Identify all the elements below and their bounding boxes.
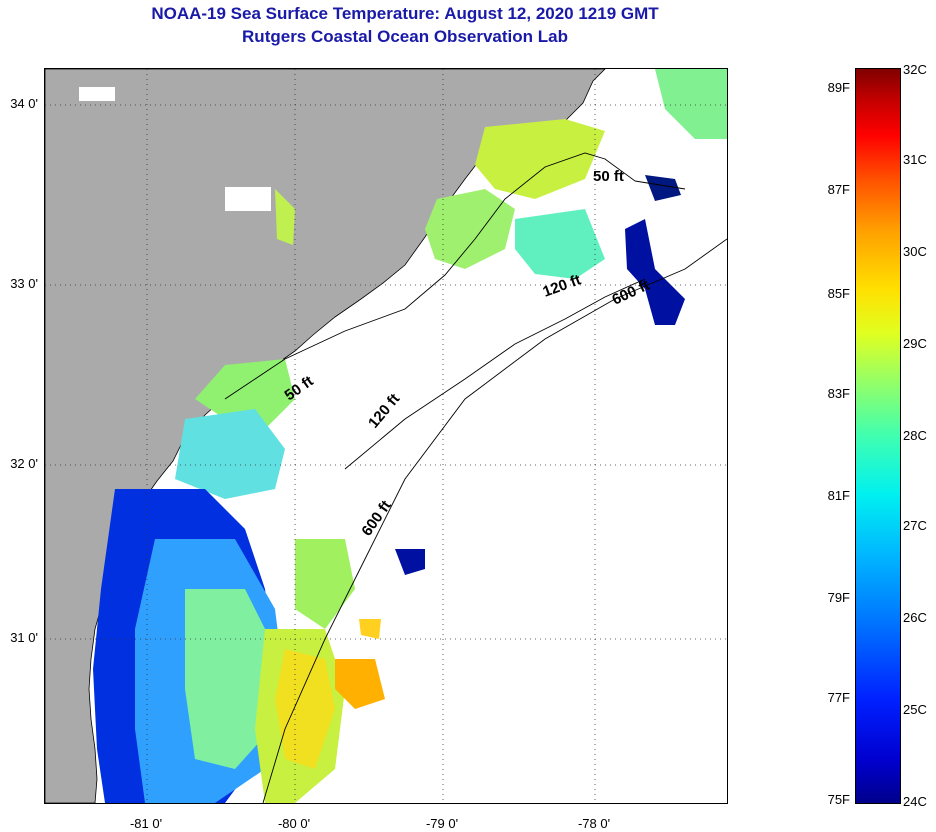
colorbar-c-label: 26C [903, 610, 927, 625]
cloud-patch [225, 187, 271, 211]
lon-tick-label: -80 0' [277, 816, 311, 831]
map-title: NOAA-19 Sea Surface Temperature: August … [151, 4, 659, 23]
lon-tick-label: -79 0' [425, 816, 459, 831]
depth-contours [224, 152, 727, 803]
lat-tick-label: 31 0' [10, 630, 38, 645]
colorbar-f-label: 75F [827, 792, 850, 807]
colorbar-f-label: 83F [827, 386, 850, 401]
temperature-colorbar [855, 68, 901, 804]
colorbar-f-label: 81F [827, 488, 850, 503]
colorbar-c-label: 27C [903, 518, 927, 533]
lat-tick-label: 34 0' [10, 96, 38, 111]
colorbar-c-label: 30C [903, 244, 927, 259]
colorbar-f-label: 79F [827, 590, 850, 605]
lon-tick-label: -81 0' [129, 816, 163, 831]
sst-map: 50 ft 120 ft 600 ft 50 ft 120 ft 600 ft [44, 68, 728, 804]
contour-120ft [344, 278, 646, 470]
map-subtitle: Rutgers Coastal Ocean Observation Lab [242, 27, 568, 46]
colorbar-c-label: 25C [903, 702, 927, 717]
colorbar-c-label: 32C [903, 62, 927, 77]
colorbar-c-label: 24C [903, 794, 927, 809]
contour-50ft [224, 152, 686, 400]
cloud-patch [79, 87, 115, 101]
contour-600ft [262, 238, 727, 803]
lon-tick-label: -78 0' [577, 816, 611, 831]
lat-tick-label: 33 0' [10, 276, 38, 291]
contour-label: 50 ft [593, 168, 624, 185]
colorbar-f-label: 87F [827, 182, 850, 197]
colorbar-f-label: 89F [827, 80, 850, 95]
colorbar-c-label: 28C [903, 428, 927, 443]
lat-tick-label: 32 0' [10, 456, 38, 471]
colorbar-f-label: 85F [827, 286, 850, 301]
colorbar-c-label: 31C [903, 152, 927, 167]
sst-data-patches [93, 69, 727, 803]
graticule [45, 69, 727, 803]
colorbar-f-label: 77F [827, 690, 850, 705]
colorbar-c-label: 29C [903, 336, 927, 351]
